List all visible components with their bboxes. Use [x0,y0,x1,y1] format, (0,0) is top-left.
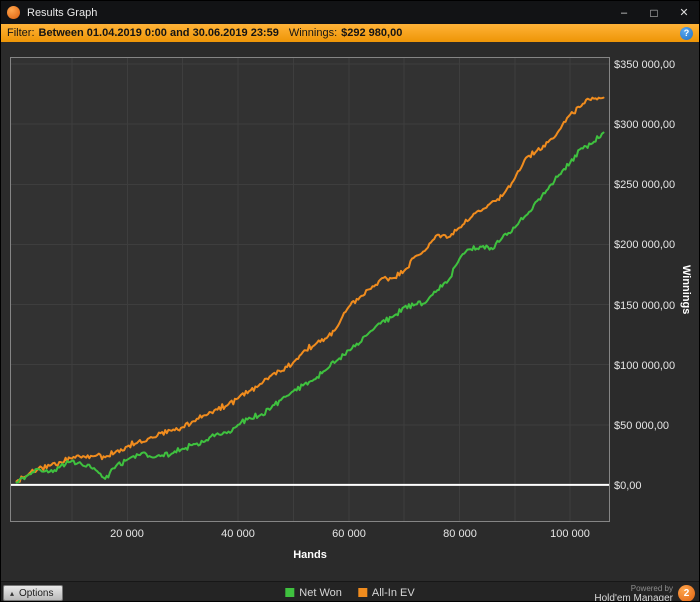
window-title: Results Graph [27,6,98,19]
y-tick-label: $100 000,00 [614,360,676,372]
filter-range-text: Between 01.04.2019 0:00 and 30.06.2019 2… [38,27,279,39]
minimize-button[interactable]: – [620,6,628,19]
y-tick-label: $0,00 [614,480,642,492]
x-axis-title: Hands [293,549,327,561]
collapse-caret-icon: ▴ [10,588,15,598]
legend-label-all-in-ev: All-In EV [371,586,415,599]
help-icon[interactable]: ? [680,26,693,40]
hm2-badge-icon: 2 [678,585,695,601]
titlebar[interactable]: Results Graph – □ ✕ [1,1,699,24]
legend-item-all-in-ev: All-In EV [357,586,415,599]
status-bar: ▴ Options Net Won All-In EV Powered by H… [1,581,699,602]
brand-text: Hold'em Manager [594,593,673,602]
chart-area: $0,00 $50 000,00 $100 000,00 $150 000,00 $20… [1,42,699,581]
filter-bar[interactable]: Filter: Between 01.04.2019 0:00 and 30.0… [1,24,699,42]
legend-label-net-won: Net Won [299,586,342,599]
x-tick-label: 100 000 [550,528,590,540]
chart-legend: Net Won All-In EV [285,582,415,601]
legend-item-net-won: Net Won [285,587,342,599]
options-label: Options [19,587,54,599]
net-won-swatch [285,588,295,597]
x-tick-label: 20 000 [110,528,144,540]
powered-by-block: Powered by Hold'em Manager [594,584,673,602]
y-tick-label: $250 000,00 [614,179,676,191]
y-tick-label: $150 000,00 [614,300,676,312]
plot-area [10,57,610,522]
close-button[interactable]: ✕ [679,7,689,19]
x-axis: 20 000 40 000 60 000 80 000 100 000 [11,522,609,540]
x-tick-label: 40 000 [221,528,255,540]
options-button[interactable]: ▴ Options [3,585,64,601]
results-graph-canvas [11,58,609,521]
all-in-ev-swatch [357,588,367,597]
filter-label: Filter: [7,27,35,39]
powered-by-text: Powered by [630,584,673,593]
y-tick-label: $350 000,00 [614,59,676,71]
winnings-label: Winnings: [288,27,338,39]
maximize-button[interactable]: □ [650,5,658,20]
x-tick-label: 80 000 [443,528,477,540]
y-tick-label: $300 000,00 [614,119,676,131]
y-tick-label: $50 000,00 [614,420,670,432]
hm2-logo-icon [7,6,20,19]
y-tick-label: $200 000,00 [614,239,676,251]
y-axis-title: Winnings [680,264,692,315]
window-controls: – □ ✕ [609,1,699,24]
winnings-value: $292 980,00 [341,27,403,39]
y-axis: $0,00 $50 000,00 $100 000,00 $150 000,00 $20… [614,58,678,521]
x-tick-label: 60 000 [332,528,366,540]
